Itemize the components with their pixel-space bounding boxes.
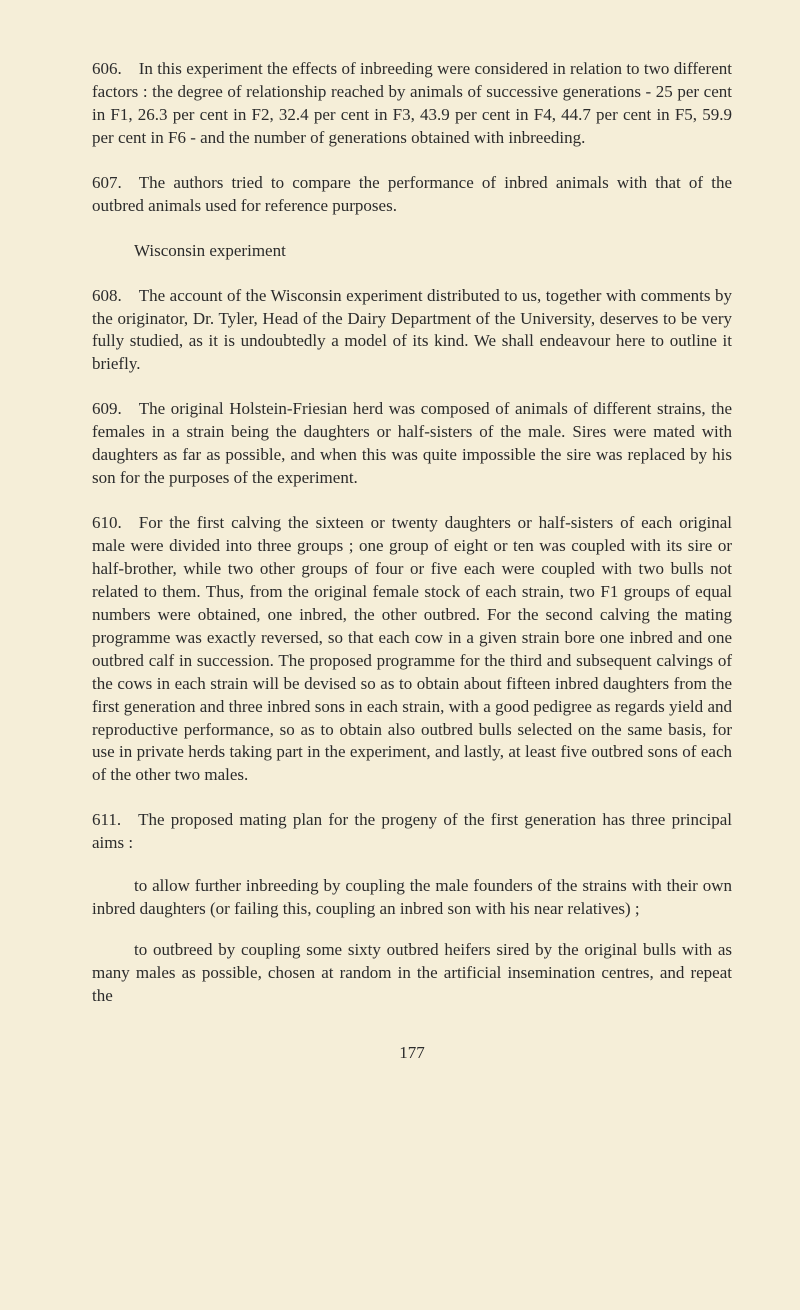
aim-2: to outbreed by coupling some sixty outbr… bbox=[92, 939, 732, 1008]
paragraph-611: 611. The proposed mating plan for the pr… bbox=[92, 809, 732, 855]
paragraph-607: 607. The authors tried to compare the pe… bbox=[92, 172, 732, 218]
document-page: 606. In this experiment the effects of i… bbox=[0, 0, 800, 1310]
subheading-wisconsin: Wisconsin experiment bbox=[92, 240, 732, 263]
aim-1: to allow further inbreeding by coupling … bbox=[92, 875, 732, 921]
paragraph-608: 608. The account of the Wisconsin experi… bbox=[92, 285, 732, 377]
paragraph-606: 606. In this experiment the effects of i… bbox=[92, 58, 732, 150]
paragraph-609: 609. The original Holstein-Friesian herd… bbox=[92, 398, 732, 490]
page-number: 177 bbox=[92, 1042, 732, 1065]
paragraph-610: 610. For the first calving the sixteen o… bbox=[92, 512, 732, 787]
